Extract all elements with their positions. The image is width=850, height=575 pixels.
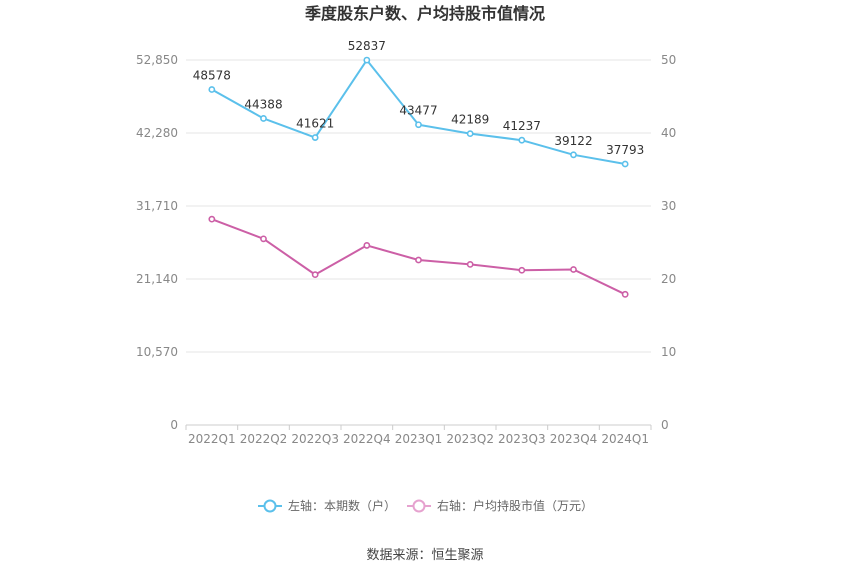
data-point [260,235,267,243]
y-right-tick-label: 30 [661,199,676,213]
data-point [466,260,474,268]
data-point [208,86,216,93]
data-point [260,115,267,122]
y-axis-right: 0 10 20 30 40 50 [661,53,676,432]
data-point [311,134,319,141]
data-label: 41237 [503,119,541,133]
y-right-tick-label: 10 [661,345,676,359]
data-label: 37793 [606,143,644,157]
data-point [621,290,629,298]
data-point [415,256,422,264]
data-point [518,136,526,144]
data-point [208,215,216,223]
legend-marker [263,499,277,513]
data-label: 48578 [193,69,231,83]
chart-title: 季度股东户数、户均持股市值情况 [304,4,545,23]
data-point [415,121,422,129]
y-right-tick-label: 0 [661,418,669,432]
data-point [363,56,371,64]
data-label: 41621 [296,117,334,131]
x-tick-label: 2023Q3 [498,432,546,446]
x-tick-label: 2022Q1 [188,432,236,446]
x-tick-label: 2024Q1 [601,432,649,446]
y-left-tick-label: 42,280 [136,126,178,140]
legend: 左轴：本期数（户） 右轴：户均持股市值（万元） [258,498,593,513]
data-label: 42189 [451,113,489,127]
y-axis-left: 0 10,570 21,140 31,710 42,280 52,850 [136,53,178,432]
legend-label: 左轴：本期数（户） [288,498,396,513]
y-right-tick-label: 50 [661,53,676,67]
data-point [311,271,319,279]
x-tick-label: 2022Q4 [343,432,391,446]
source-text: 数据来源：恒生聚源 [366,548,483,563]
data-point [518,266,526,274]
y-left-tick-label: 10,570 [136,345,178,359]
y-left-tick-label: 21,140 [136,272,178,286]
x-tick-label: 2023Q2 [446,432,494,446]
data-label: 52837 [348,39,386,53]
y-right-tick-label: 40 [661,126,676,140]
x-tick-label: 2022Q3 [291,432,339,446]
y-left-tick-label: 0 [170,418,178,432]
data-point [466,130,474,138]
data-label: 44388 [244,97,282,111]
x-tick-label: 2022Q2 [240,432,288,446]
legend-label: 右轴：户均持股市值（万元） [437,498,593,513]
data-point [570,151,577,159]
data-point [363,242,371,249]
data-label: 39122 [554,134,592,148]
x-axis: 2022Q1 2022Q2 2022Q3 2022Q4 2023Q1 2023Q2 2023… [185,425,652,446]
data-point [621,160,629,168]
data-label: 43477 [399,104,437,118]
x-tick-label: 2023Q4 [550,432,598,446]
y-left-tick-label: 52,850 [136,53,178,67]
legend-marker [412,499,426,513]
y-right-tick-label: 20 [661,272,676,286]
grid-lines [186,59,651,426]
y-left-tick-label: 31,710 [136,199,178,213]
data-point [570,266,577,273]
series-layer: 48578 44388 41621 52837 43477 42189 41237 39122… [193,39,644,298]
x-tick-label: 2023Q1 [395,432,443,446]
